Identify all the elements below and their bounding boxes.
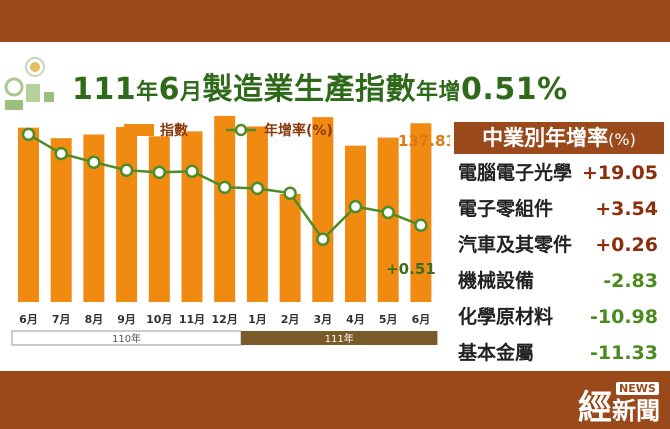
yoy-point [152, 165, 167, 180]
bar [116, 127, 138, 302]
legend-bar-label: 指數 [160, 122, 188, 139]
year-label: 111年 [325, 332, 354, 345]
x-tick-label: 3月 [313, 313, 332, 326]
x-tick-label: 11月 [179, 313, 205, 326]
yoy-point [348, 199, 363, 214]
yoy-point [250, 181, 265, 196]
bar [279, 194, 301, 302]
bar [181, 131, 203, 302]
chart: 6月 7月 8月 9月 10月 11月 12月 1月 2月 3月 4月 5月 6月 110年 111年 指數 年… [11, 115, 450, 346]
bar [214, 115, 236, 302]
bar [246, 126, 268, 302]
x-tick-label: 12月 [212, 313, 238, 326]
yoy-point [414, 218, 428, 233]
yoy-point [217, 180, 232, 195]
yoy-point [283, 186, 297, 200]
gear-decoration-icon [4, 57, 54, 110]
bar [312, 117, 334, 303]
legend-line-marker [234, 123, 248, 137]
yoy-point [54, 146, 68, 161]
x-tick-label: 1月 [248, 313, 267, 326]
x-tick-label: 6月 [412, 313, 431, 326]
bar [148, 136, 170, 302]
panel-header: 中業別年增率(%) [454, 122, 664, 154]
industry-row: 汽車及其零件 +0.26 [458, 234, 658, 256]
industry-row: 基本金屬 -11.33 [458, 342, 658, 364]
legend-line-label: 年增率(%) [264, 122, 333, 139]
bar [83, 134, 105, 302]
yoy-point [119, 163, 134, 177]
bar [50, 138, 72, 302]
yoy-point [316, 232, 330, 246]
last-yoy-label: +0.51 [386, 260, 436, 278]
x-tick-label: 2月 [281, 313, 300, 326]
year-label: 110年 [112, 332, 141, 345]
industry-row: 電腦電子光學 +19.05 [458, 162, 658, 184]
industry-row: 電子零組件 +3.54 [458, 198, 658, 220]
x-tick-label: 10月 [146, 313, 172, 326]
x-tick-label: 8月 [85, 313, 104, 326]
x-tick-label: 9月 [117, 313, 136, 326]
x-tick-label: 4月 [346, 313, 365, 326]
industry-row: 機械設備 -2.83 [458, 270, 658, 292]
content-area: 111年6月製造業生產指數年增0.51% 6月 7月 8月 9月 10月 11月 12月 1月… [0, 42, 670, 371]
industry-row: 化學原材料 -10.98 [458, 306, 658, 328]
bar [377, 137, 399, 302]
x-tick-label: 5月 [379, 313, 398, 326]
bar [18, 127, 39, 302]
page-title: 111年6月製造業生產指數年增0.51% [72, 72, 568, 107]
yoy-point [381, 205, 395, 220]
yoy-point [87, 155, 101, 169]
year-band-111 [241, 331, 438, 345]
yoy-point [21, 127, 36, 142]
bottom-band [0, 371, 670, 424]
bar [410, 123, 432, 303]
industry-growth-panel: 中業別年增率(%) 電腦電子光學 +19.05 電子零組件 +3.54 汽車及其零件… [448, 122, 670, 371]
legend-bar-swatch [124, 124, 154, 136]
top-band [0, 0, 670, 42]
x-tick-label: 6月 [19, 313, 38, 326]
last-index-label: 137.81 [398, 132, 450, 150]
news-logo: 經 NEWS 新聞 [578, 382, 660, 428]
yoy-point [185, 164, 199, 179]
bar [345, 145, 366, 302]
x-tick-label: 7月 [52, 313, 71, 326]
